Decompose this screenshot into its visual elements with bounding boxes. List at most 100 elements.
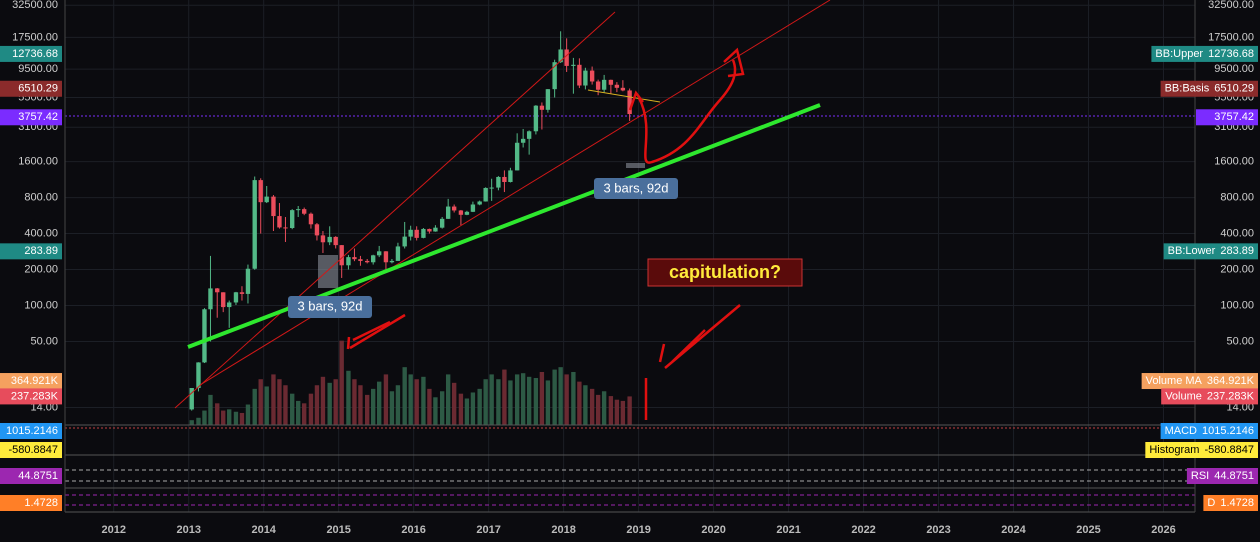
price-label: 6510.29: [18, 83, 58, 95]
indicator-name: RSI: [1191, 470, 1209, 482]
range-box: [626, 163, 645, 168]
volume-bar: [577, 381, 582, 425]
volume-bar: [595, 394, 601, 425]
y-tick-label: 9500.00: [18, 63, 58, 75]
price-label-box: [1141, 373, 1258, 390]
volume-bar: [414, 379, 419, 425]
volume-bar: [221, 410, 226, 425]
volume-bar: [283, 385, 288, 425]
y-tick-label: 1600.00: [1214, 156, 1254, 168]
volume-bar: [464, 398, 470, 425]
volume-bar: [483, 379, 488, 425]
candle-body: [296, 209, 301, 211]
candle-body: [402, 236, 407, 247]
candle-body: [196, 362, 201, 388]
candle-body: [370, 255, 376, 263]
candle-body: [514, 142, 520, 171]
candle-body: [258, 180, 263, 203]
candle-body: [352, 257, 357, 260]
candle-body: [233, 292, 239, 303]
candle-body: [277, 216, 282, 228]
candle-body: [508, 170, 513, 182]
x-tick-label: 2021: [776, 524, 800, 536]
volume-bar: [571, 371, 576, 425]
candle-body: [520, 138, 526, 143]
volume-bar: [458, 393, 464, 425]
candle-body: [614, 84, 620, 88]
x-tick-label: 2015: [326, 524, 350, 536]
price-label-box: [0, 388, 62, 405]
candle-body: [608, 79, 614, 85]
candle-body: [601, 79, 607, 90]
price-label-box: [0, 495, 62, 511]
volume-bar: [539, 371, 545, 425]
indicator-name: BB:Basis: [1165, 83, 1210, 95]
volume-bar: [514, 374, 520, 425]
volume-bar: [333, 379, 338, 425]
candle-body: [364, 260, 370, 263]
candle-body: [545, 89, 551, 110]
y-tick-label: 50.00: [30, 335, 58, 347]
price-label: 283.89: [1220, 245, 1254, 257]
candle-body: [439, 218, 445, 228]
price-label-box: [1186, 468, 1258, 484]
x-tick-label: 2014: [251, 524, 276, 536]
volume-bar: [445, 374, 451, 425]
price-label: 12736.68: [1208, 48, 1254, 60]
price-label-box: [0, 80, 62, 97]
candle-body: [451, 206, 457, 211]
trend-line: [587, 89, 661, 103]
price-label-box: [1145, 442, 1258, 458]
annotation: 3 bars, 92d: [297, 298, 362, 313]
x-tick-label: 2023: [926, 524, 950, 536]
volume-bar: [451, 382, 457, 425]
price-label: 44.8751: [18, 470, 58, 482]
candle-body: [589, 70, 595, 82]
range-box: [318, 255, 338, 288]
price-label: 283.89: [24, 245, 58, 257]
x-tick-label: 2012: [101, 524, 125, 536]
volume-bar: [489, 374, 494, 425]
volume-bar: [627, 396, 632, 425]
candle-body: [526, 131, 532, 139]
price-label: -580.8847: [1204, 444, 1254, 456]
candle-body: [552, 62, 557, 90]
volume-bar: [308, 393, 314, 425]
candle-body: [558, 49, 563, 63]
price-label: 1.4728: [24, 497, 58, 509]
trend-line: [199, 0, 831, 386]
volume-bar: [239, 412, 245, 425]
indicator-name: MACD: [1165, 425, 1197, 437]
price-label-box: [0, 109, 62, 126]
x-tick-label: 2020: [701, 524, 725, 536]
x-tick-label: 2025: [1076, 524, 1100, 536]
volume-bar: [196, 417, 201, 425]
y-tick-label: 17500.00: [1208, 31, 1254, 43]
candle-body: [421, 228, 426, 238]
price-label-box: [0, 442, 62, 458]
price-label: 1.4728: [1220, 497, 1254, 509]
annotation-box: [647, 258, 803, 287]
candle-body: [221, 292, 226, 308]
candle-body: [414, 229, 419, 238]
candle-body: [346, 257, 351, 266]
volume-bar: [233, 411, 239, 425]
price-label: 12736.68: [12, 48, 58, 60]
price-label: 237.283K: [1207, 390, 1255, 402]
x-tick-label: 2024: [1001, 524, 1026, 536]
y-tick-label: 800.00: [1220, 191, 1254, 203]
volume-bar: [271, 374, 276, 425]
volume-bar: [608, 396, 614, 425]
candle-body: [308, 213, 314, 225]
volume-layer: [189, 340, 632, 425]
volume-bar: [558, 367, 563, 425]
price-label-box: [0, 468, 62, 484]
candle-body: [395, 246, 401, 261]
volume-bar: [433, 397, 438, 425]
candle-body: [202, 309, 207, 363]
volume-bar: [526, 376, 532, 425]
price-label: 3757.42: [18, 111, 58, 123]
price-label: -580.8847: [8, 444, 58, 456]
